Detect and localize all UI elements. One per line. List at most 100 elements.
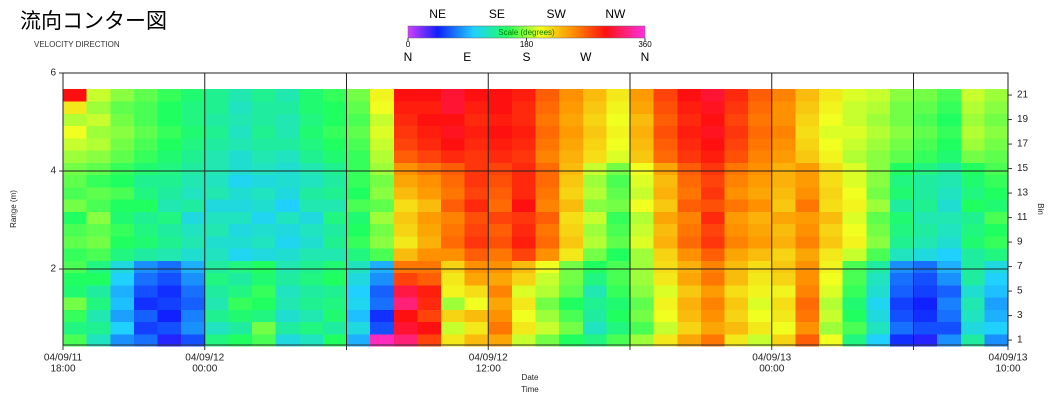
heatmap-cell (417, 199, 441, 212)
heatmap-cell (252, 236, 276, 249)
heatmap-cell (205, 162, 229, 175)
heatmap-cell (512, 199, 536, 212)
heatmap-cell (843, 113, 867, 126)
heatmap-cell (677, 248, 701, 261)
heatmap-cell (488, 150, 512, 163)
heatmap-cell (63, 211, 87, 224)
heatmap-cell (866, 175, 890, 188)
heatmap-cell (701, 309, 725, 322)
heatmap-cell (937, 175, 961, 188)
heatmap-cell (252, 89, 276, 102)
heatmap-cell (417, 297, 441, 310)
x-tick-label: 00:00 (192, 364, 217, 375)
heatmap-cell (370, 224, 394, 237)
heatmap-cell (228, 224, 252, 237)
heatmap-cell (158, 309, 182, 322)
heatmap-cell (441, 236, 465, 249)
heatmap-cell (87, 89, 111, 102)
heatmap-cell (417, 162, 441, 175)
heatmap-cell (488, 285, 512, 298)
heatmap-cell (323, 273, 347, 286)
heatmap-cell (323, 187, 347, 200)
y-axis-label: Range (m) (9, 190, 18, 228)
heatmap-cell (843, 101, 867, 114)
y2-tick-label: 15 (1017, 163, 1029, 174)
heatmap-cell (347, 224, 371, 237)
heatmap-cell (228, 89, 252, 102)
heatmap-cell (961, 224, 985, 237)
heatmap-cell (394, 89, 418, 102)
heatmap-cell (677, 150, 701, 163)
heatmap-cell (890, 248, 914, 261)
heatmap-cell (843, 89, 867, 102)
heatmap-cell (465, 101, 489, 114)
colorbar-tick-label: 360 (638, 40, 652, 49)
heatmap-cell (465, 187, 489, 200)
heatmap-cell (276, 199, 300, 212)
heatmap-cell (347, 273, 371, 286)
heatmap-cell (725, 199, 749, 212)
heatmap-cell (87, 224, 111, 237)
heatmap-cell (441, 248, 465, 261)
heatmap-cell (630, 138, 654, 151)
heatmap-cell (323, 101, 347, 114)
heatmap-cell (914, 224, 938, 237)
heatmap-cell (725, 297, 749, 310)
heatmap-cell (299, 113, 323, 126)
heatmap-cell (843, 138, 867, 151)
heatmap-cell (984, 236, 1008, 249)
heatmap-cell (370, 187, 394, 200)
heatmap-cell (512, 236, 536, 249)
heatmap-cell (323, 236, 347, 249)
heatmap-cell (394, 162, 418, 175)
heatmap-cell (158, 150, 182, 163)
heatmap-cell (606, 248, 630, 261)
heatmap-cell (465, 273, 489, 286)
x-axis-label: Date (522, 373, 539, 382)
heatmap-cell (630, 126, 654, 139)
y2-tick-label: 1 (1017, 335, 1023, 346)
heatmap-cell (347, 211, 371, 224)
heatmap-cell (984, 260, 1008, 273)
heatmap-cell (110, 309, 134, 322)
heatmap-cell (181, 175, 205, 188)
heatmap-cell (984, 273, 1008, 286)
heatmap-cell (654, 285, 678, 298)
heatmap-cell (866, 224, 890, 237)
heatmap-cell (795, 297, 819, 310)
heatmap-cell (725, 224, 749, 237)
heatmap-cell (394, 260, 418, 273)
heatmap-cell (276, 260, 300, 273)
heatmap-cell (134, 285, 158, 298)
heatmap-cell (465, 113, 489, 126)
heatmap-cell (370, 322, 394, 335)
heatmap-cell (536, 285, 560, 298)
heatmap-cell (512, 322, 536, 335)
compass-label: N (404, 50, 413, 64)
heatmap-cell (512, 273, 536, 286)
heatmap-cell (536, 89, 560, 102)
heatmap-cell (795, 273, 819, 286)
heatmap-cell (441, 113, 465, 126)
heatmap-cell (677, 297, 701, 310)
heatmap-cell (677, 162, 701, 175)
heatmap-cell (441, 175, 465, 188)
heatmap-cell (63, 285, 87, 298)
heatmap-cell (158, 162, 182, 175)
heatmap-cell (795, 211, 819, 224)
heatmap-cell (110, 297, 134, 310)
heatmap-cell (134, 199, 158, 212)
heatmap-cell (110, 126, 134, 139)
heatmap-cell (559, 248, 583, 261)
heatmap-cell (158, 273, 182, 286)
heatmap-cell (961, 101, 985, 114)
heatmap-cell (299, 236, 323, 249)
heatmap-cell (110, 175, 134, 188)
heatmap-cell (252, 285, 276, 298)
heatmap-cell (63, 248, 87, 261)
heatmap-cell (559, 309, 583, 322)
heatmap-cell (748, 224, 772, 237)
heatmap-cell (394, 297, 418, 310)
x-tick-label: 04/09/13 (752, 353, 791, 364)
compass-label: SE (489, 7, 505, 21)
